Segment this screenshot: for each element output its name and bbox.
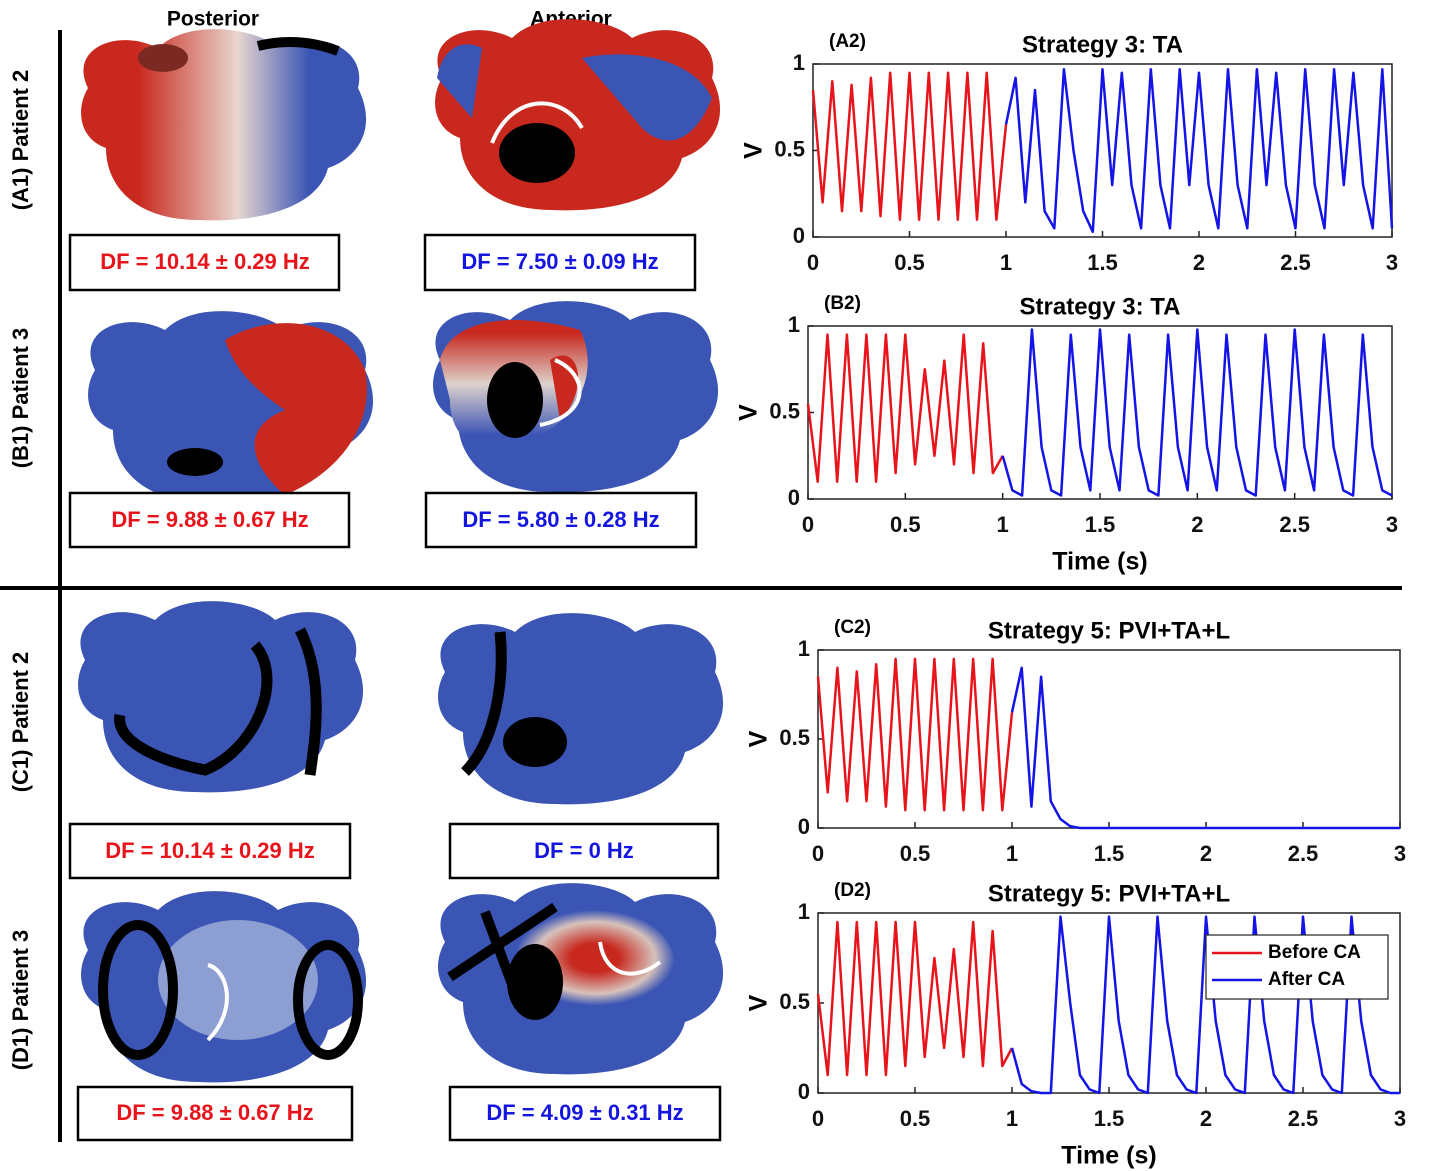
y-axis-label: V [745, 994, 773, 1011]
x-tick-label: 1 [1000, 250, 1012, 275]
y-tick-label: 0 [788, 485, 800, 510]
df-label: DF = 4.09 ± 0.31 Hz [486, 1100, 683, 1125]
x-tick-label: 0.5 [900, 1106, 931, 1131]
heart-render [88, 311, 373, 502]
heart-render [81, 891, 366, 1082]
y-tick-label: 1 [798, 899, 810, 924]
x-tick-label: 0.5 [900, 841, 931, 866]
x-tick-label: 2.5 [1280, 250, 1311, 275]
x-tick-label: 1.5 [1085, 512, 1116, 537]
chart-title: Strategy 5: PVI+TA+L [988, 880, 1230, 907]
x-tick-label: 0 [802, 512, 814, 537]
panel-label: (B2) [824, 293, 861, 314]
df-label: DF = 9.88 ± 0.67 Hz [116, 1100, 313, 1125]
chart-title: Strategy 5: PVI+TA+L [988, 617, 1230, 644]
x-tick-label: 2 [1193, 250, 1205, 275]
chart-title: Strategy 3: TA [1022, 31, 1183, 58]
heart-render [81, 29, 366, 220]
df-label: DF = 10.14 ± 0.29 Hz [105, 838, 315, 863]
x-tick-label: 1.5 [1087, 250, 1118, 275]
panel-label: (A2) [829, 31, 866, 52]
y-tick-label: 0.5 [769, 398, 800, 423]
x-tick-label: 0 [812, 1106, 824, 1131]
x-tick-label: 0 [812, 841, 824, 866]
figure: Posterior Anterior (A1) Patient 2 (B1) P… [0, 0, 1429, 1171]
x-tick-label: 1 [1006, 1106, 1018, 1131]
chart-title: Strategy 3: TA [1020, 293, 1181, 320]
x-tick-label: 3 [1394, 841, 1406, 866]
y-tick-label: 0.5 [774, 136, 805, 161]
y-tick-label: 1 [798, 636, 810, 661]
x-tick-label: 2.5 [1279, 512, 1310, 537]
x-tick-label: 1.5 [1094, 841, 1125, 866]
x-tick-label: 2 [1200, 841, 1212, 866]
heart-render [438, 613, 723, 804]
x-tick-label: 1 [997, 512, 1009, 537]
column-heading: Posterior [167, 8, 259, 31]
y-tick-label: 0.5 [779, 725, 810, 750]
x-tick-label: 3 [1386, 512, 1398, 537]
df-label: DF = 10.14 ± 0.29 Hz [100, 249, 310, 274]
df-label: DF = 0 Hz [534, 838, 634, 863]
y-tick-label: 1 [793, 50, 805, 75]
x-tick-label: 3 [1394, 1106, 1406, 1131]
x-tick-label: 1.5 [1094, 1106, 1125, 1131]
y-axis-label: V [745, 730, 773, 747]
heart-render [78, 601, 363, 792]
row-label: (A1) Patient 2 [8, 70, 33, 211]
y-tick-label: 0 [798, 814, 810, 839]
df-label: DF = 7.50 ± 0.09 Hz [461, 249, 658, 274]
y-axis-label: V [735, 404, 763, 421]
x-tick-label: 2.5 [1288, 841, 1319, 866]
df-label: DF = 5.80 ± 0.28 Hz [462, 507, 659, 532]
df-label: DF = 9.88 ± 0.67 Hz [111, 507, 308, 532]
legend-label: Before CA [1268, 942, 1361, 963]
heart-render [438, 883, 723, 1074]
y-axis-label: V [740, 142, 768, 159]
y-tick-label: 0 [793, 223, 805, 248]
legend-label: After CA [1268, 969, 1345, 990]
row-label: (B1) Patient 3 [8, 328, 33, 469]
panel-label: (C2) [834, 617, 871, 638]
heart-render [433, 301, 718, 492]
row-label: (C1) Patient 2 [8, 652, 33, 793]
x-tick-label: 0.5 [890, 512, 921, 537]
x-tick-label: 1 [1006, 841, 1018, 866]
x-tick-label: 2.5 [1288, 1106, 1319, 1131]
x-tick-label: 3 [1386, 250, 1398, 275]
y-tick-label: 1 [788, 312, 800, 337]
x-tick-label: 0.5 [894, 250, 925, 275]
y-tick-label: 0.5 [779, 989, 810, 1014]
x-tick-label: 0 [807, 250, 819, 275]
panel-label: (D2) [834, 880, 871, 901]
heart-render [435, 19, 720, 210]
x-axis-label: Time (s) [1061, 1142, 1156, 1170]
y-tick-label: 0 [798, 1079, 810, 1104]
x-tick-label: 2 [1200, 1106, 1212, 1131]
x-axis-label: Time (s) [1052, 548, 1147, 576]
row-label: (D1) Patient 3 [8, 930, 33, 1071]
x-tick-label: 2 [1191, 512, 1203, 537]
